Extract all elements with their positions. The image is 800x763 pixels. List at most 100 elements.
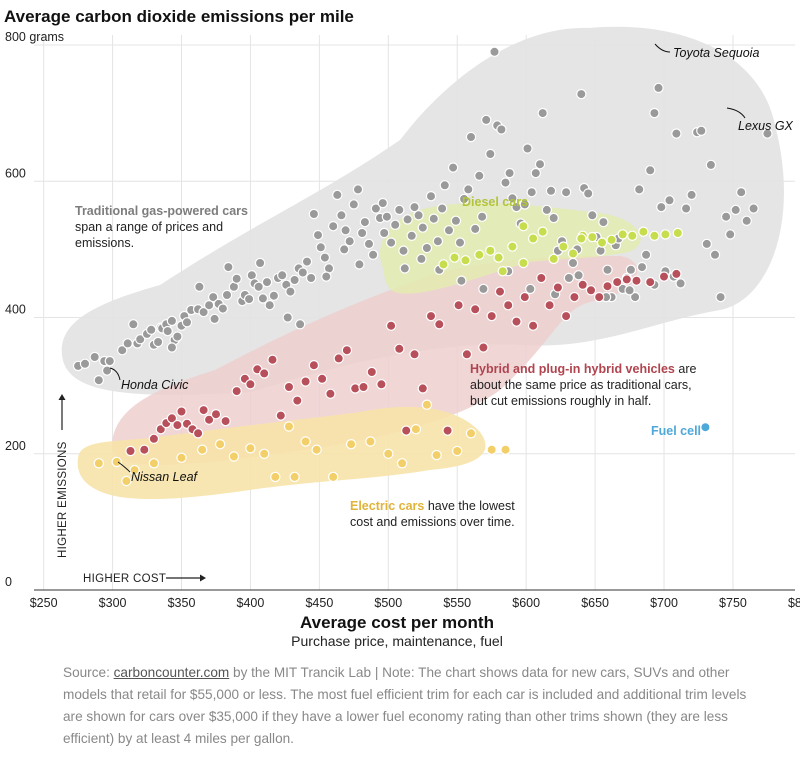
higher-cost-arrow [166,574,206,582]
gas-car-point [425,190,437,202]
gas-car-point [428,213,439,224]
hybrid-car-point [259,368,270,379]
x-tick-label: $500 [374,596,402,610]
gas-car-point [381,211,393,222]
gas-car-point [680,203,692,214]
gas-car-point [223,261,234,273]
x-tick-label: $800 [788,596,800,610]
gas-car-point [379,227,390,239]
hybrid-car-point [486,310,497,322]
y-tick-label: 200 [5,439,26,453]
lexus-gx-callout: Lexus GX [726,107,794,133]
hybrid-car-point [594,291,605,303]
gas-car-point [116,345,128,356]
gas-car-point [339,244,350,255]
electric-car-point [311,444,322,455]
gas-car-point [525,283,536,295]
diesel-car-point [558,241,569,252]
gas-car-point [664,195,675,206]
electric-car-point [486,444,497,455]
diesel-car-point [649,230,660,241]
gas-car-point [439,180,450,191]
gas-car-point [500,177,511,188]
hybrid-annotation-line1: about the same price as traditional cars… [470,378,692,392]
gas-car-point [194,281,205,292]
gas-car-point [340,225,351,236]
electric-car-point [196,444,208,455]
diesel-car-point [587,231,598,243]
source-note: Source: carboncounter.com by the MIT Tra… [63,662,763,750]
source-text: by the MIT Trancik Lab | Note: The chart… [63,665,747,746]
diesel-car-point [596,237,608,248]
hybrid-car-point [198,404,209,416]
gas-car-point [356,227,368,239]
gas-car-point [567,257,579,269]
hybrid-annotation-title: Hybrid and plug-in hybrid vehicles [470,362,675,376]
gas-car-point [636,261,648,273]
gas-car-point [344,235,355,247]
hybrid-car-point [267,354,278,365]
hybrid-car-point [671,268,682,280]
gas-car-point [496,124,507,135]
gas-car-point [198,306,209,318]
electric-car-point [129,464,140,476]
gas-car-point [762,128,773,139]
electric-car-point [228,451,240,462]
electric-car-point [396,458,408,469]
hybrid-car-point [220,415,231,427]
gas-car-point [305,272,317,284]
gas-car-point [312,229,324,241]
hybrid-car-point [612,276,623,288]
gas-car-point [336,210,347,221]
gas-car-point [748,203,759,214]
gas-car-point [363,238,375,250]
gas-car-point [399,263,410,274]
gas-car-point [649,107,660,119]
gas-car-point [537,107,548,119]
electric-annotation-line0: Electric cars have the lowest [350,499,515,513]
hybrid-annotation-line0: Hybrid and plug-in hybrid vehicles are [470,362,696,376]
gas-car-point [394,204,405,216]
diesel-car-point [460,255,471,266]
fuel-cell-point [700,422,711,433]
electric-annotation-rest: have the lowest [424,499,515,513]
x-tick-label: $400 [237,596,265,610]
gas-car-point [166,315,178,327]
gas-car-point [145,324,157,335]
hybrid-car-point [401,425,412,436]
hybrid-car-point [148,433,160,444]
gas-car-point [421,242,433,254]
gas-car-point [447,162,459,173]
diesel-car-point [537,226,548,237]
gas-car-point [629,291,641,303]
gas-car-point [489,46,500,58]
diesel-car-point [518,220,529,232]
diesel-car-point [474,249,485,260]
gas-annotation-title: Traditional gas-powered cars [75,204,248,218]
gas-car-point [686,189,697,201]
gas-car-point [231,273,242,284]
hybrid-car-point [166,413,178,424]
source-link[interactable]: carboncounter.com [113,665,230,680]
gas-car-point [696,125,707,137]
diesel-car-point [449,252,460,263]
gas-car-point [209,313,220,325]
hybrid-car-point [316,373,328,384]
electric-car-point [410,424,422,435]
gas-car-point [530,167,542,179]
electric-car-point [121,475,132,487]
gas-car-point [377,197,388,209]
gas-car-point [172,331,183,342]
hybrid-car-point [442,425,453,436]
gas-car-point [625,264,637,275]
gas-car-point [367,249,379,260]
electric-annotation-title: Electric cars [350,499,424,513]
gas-car-point [243,293,255,305]
electric-car-point [289,471,300,483]
gas-car-point [104,355,116,367]
x-tick-labels: $250 $300 $350 $400 $450 $500 $550 $600 $650 $700… [30,596,800,610]
gas-car-point [504,167,515,179]
gas-car-point [573,270,584,281]
gas-car-point [465,131,477,143]
hybrid-car-point [333,353,344,364]
